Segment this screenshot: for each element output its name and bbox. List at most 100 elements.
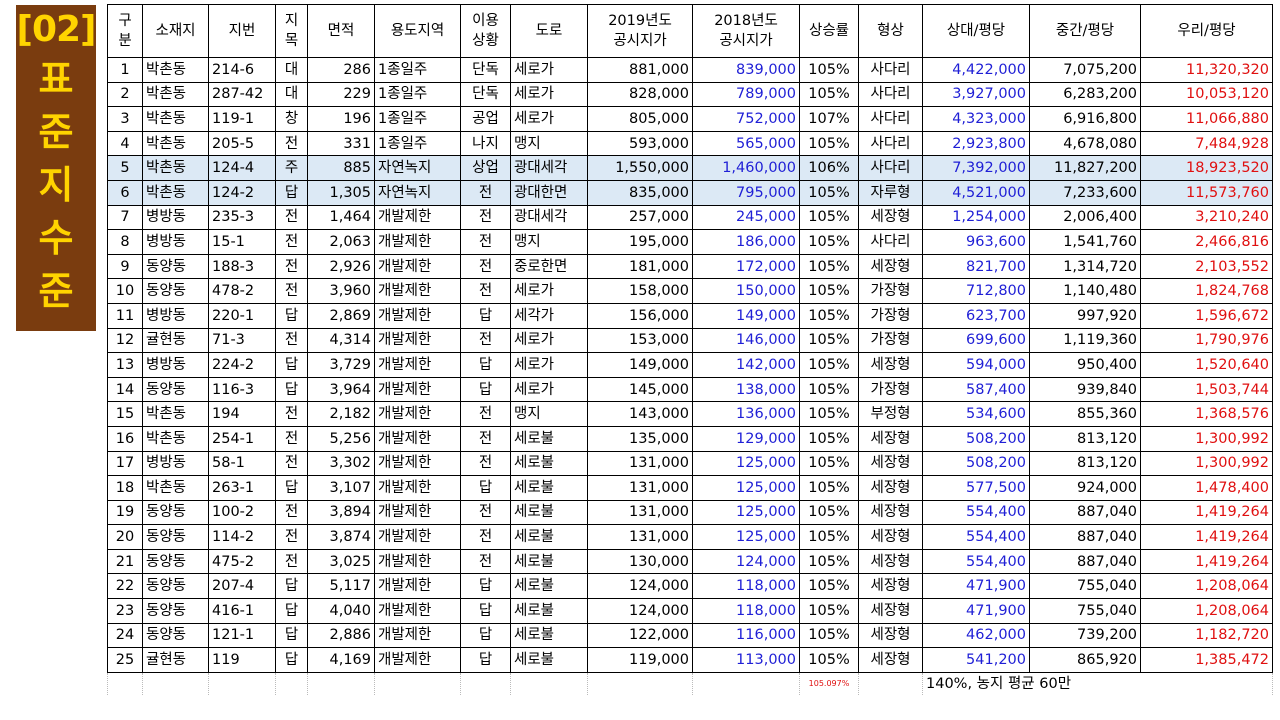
cell-usage: 전 — [460, 401, 511, 427]
cell-zoning: 1종일주 — [374, 130, 461, 157]
cell-location: 박촌동 — [142, 81, 209, 108]
table-row: 19 동양동 100-2 전 3,894 개발제한 전 세로불 131,000 125,000 10… — [107, 499, 1273, 526]
cell-price-2019: 195,000 — [587, 229, 693, 255]
cell-shape: 세장형 — [858, 425, 923, 452]
cell-location: 박촌동 — [142, 155, 209, 181]
cell-area: 4,169 — [307, 647, 375, 673]
cell-no: 11 — [107, 302, 143, 329]
cell-per-pyeong-a: 587,400 — [922, 376, 1030, 403]
cell-zoning: 개발제한 — [374, 548, 461, 575]
cell-no: 4 — [107, 130, 143, 157]
cell-per-pyeong-c: 10,053,120 — [1140, 81, 1273, 108]
cell-price-2018: 118,000 — [692, 598, 800, 624]
cell-price-2019: 257,000 — [587, 204, 693, 231]
cell-zoning: 개발제한 — [374, 499, 461, 526]
cell-location: 동양동 — [142, 499, 209, 526]
cell-usage: 전 — [460, 278, 511, 304]
cell-rise: 105% — [799, 352, 859, 378]
cell-per-pyeong-b: 1,119,360 — [1029, 327, 1141, 354]
cell-road: 세로불 — [510, 573, 588, 600]
cell-per-pyeong-c: 3,210,240 — [1140, 204, 1273, 231]
cell-per-pyeong-a: 471,900 — [922, 573, 1030, 600]
table-row: 8 병방동 15-1 전 2,063 개발제한 전 맹지 195,000 186,000 105% 사… — [107, 229, 1273, 255]
cell-usage: 전 — [460, 548, 511, 575]
cell-lot: 58-1 — [208, 450, 276, 477]
cell-shape: 세장형 — [858, 548, 923, 575]
cell-location: 동양동 — [142, 253, 209, 280]
cell-zoning: 개발제한 — [374, 524, 461, 550]
cell-price-2018: 142,000 — [692, 352, 800, 378]
cell-location: 박촌동 — [142, 130, 209, 157]
cell-per-pyeong-a: 712,800 — [922, 278, 1030, 304]
cell-rise: 105% — [799, 179, 859, 206]
cell-category: 답 — [275, 573, 308, 600]
cell-price-2019: 122,000 — [587, 622, 693, 649]
table-row: 25 귤현동 119 답 4,169 개발제한 답 세로불 119,000 113,000 105%… — [107, 647, 1273, 673]
cell-location: 동양동 — [142, 524, 209, 550]
cell-area: 2,869 — [307, 302, 375, 329]
cell-area: 3,960 — [307, 278, 375, 304]
cell-area: 5,117 — [307, 573, 375, 600]
cell-location: 박촌동 — [142, 425, 209, 452]
cell-lot: 207-4 — [208, 573, 276, 600]
table-row: 20 동양동 114-2 전 3,874 개발제한 전 세로불 131,000 125,000 10… — [107, 524, 1273, 550]
table-row: 17 병방동 58-1 전 3,302 개발제한 전 세로불 131,000 125,000 105… — [107, 450, 1273, 477]
cell-zoning: 개발제한 — [374, 450, 461, 477]
cell-category: 답 — [275, 376, 308, 403]
cell-price-2018: 795,000 — [692, 179, 800, 206]
header-usage: 이용 상황 — [460, 4, 511, 58]
cell-shape: 가장형 — [858, 302, 923, 329]
footer-empty-cell — [510, 671, 588, 695]
cell-no: 8 — [107, 229, 143, 255]
cell-lot: 116-3 — [208, 376, 276, 403]
cell-rise: 105% — [799, 229, 859, 255]
cell-rise: 105% — [799, 81, 859, 108]
table-row: 1 박촌동 214-6 대 286 1종일주 단독 세로가 881,000 839,000 105%… — [107, 57, 1273, 83]
cell-location: 박촌동 — [142, 401, 209, 427]
cell-rise: 105% — [799, 401, 859, 427]
cell-lot: 214-6 — [208, 57, 276, 83]
table-row: 6 박촌동 124-2 답 1,305 자연녹지 전 광대한면 835,000 795,000 10… — [107, 179, 1273, 206]
cell-per-pyeong-b: 855,360 — [1029, 401, 1141, 427]
cell-usage: 답 — [460, 647, 511, 673]
cell-usage: 전 — [460, 499, 511, 526]
cell-zoning: 개발제한 — [374, 229, 461, 255]
footer-avg-rise: 105.097% — [799, 671, 859, 695]
cell-category: 답 — [275, 302, 308, 329]
table-row: 14 동양동 116-3 답 3,964 개발제한 답 세로가 145,000 138,000 10… — [107, 376, 1273, 403]
cell-location: 병방동 — [142, 229, 209, 255]
cell-usage: 전 — [460, 204, 511, 231]
cell-no: 12 — [107, 327, 143, 354]
cell-per-pyeong-a: 4,422,000 — [922, 57, 1030, 83]
cell-road: 세로가 — [510, 57, 588, 83]
cell-zoning: 개발제한 — [374, 327, 461, 354]
cell-area: 3,964 — [307, 376, 375, 403]
cell-category: 전 — [275, 450, 308, 477]
cell-rise: 105% — [799, 524, 859, 550]
cell-rise: 107% — [799, 106, 859, 132]
cell-category: 주 — [275, 155, 308, 181]
cell-per-pyeong-b: 887,040 — [1029, 524, 1141, 550]
cell-no: 17 — [107, 450, 143, 477]
cell-no: 10 — [107, 278, 143, 304]
cell-lot: 119 — [208, 647, 276, 673]
table-row: 23 동양동 416-1 답 4,040 개발제한 답 세로불 124,000 118,000 10… — [107, 598, 1273, 624]
table-row: 9 동양동 188-3 전 2,926 개발제한 전 중로한면 181,000 172,000 10… — [107, 253, 1273, 280]
cell-location: 박촌동 — [142, 106, 209, 132]
cell-category: 답 — [275, 622, 308, 649]
cell-rise: 105% — [799, 253, 859, 280]
cell-shape: 세장형 — [858, 622, 923, 649]
cell-per-pyeong-a: 7,392,000 — [922, 155, 1030, 181]
cell-per-pyeong-c: 18,923,520 — [1140, 155, 1273, 181]
header-per-pyeong-c: 우리/평당 — [1140, 4, 1273, 58]
cell-price-2019: 158,000 — [587, 278, 693, 304]
cell-usage: 전 — [460, 327, 511, 354]
title-char: 지 — [38, 163, 74, 207]
cell-price-2019: 153,000 — [587, 327, 693, 354]
table-row: 24 동양동 121-1 답 2,886 개발제한 답 세로불 122,000 116,000 10… — [107, 622, 1273, 649]
cell-location: 박촌동 — [142, 57, 209, 83]
cell-zoning: 개발제한 — [374, 401, 461, 427]
cell-road: 세각가 — [510, 302, 588, 329]
title-char: 표 — [38, 57, 74, 101]
cell-price-2019: 124,000 — [587, 598, 693, 624]
